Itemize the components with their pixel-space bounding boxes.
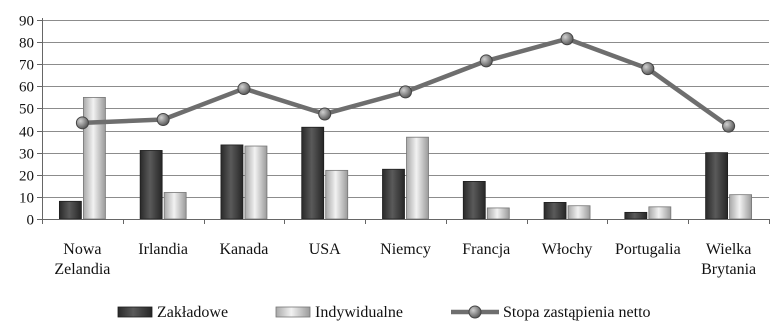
legend-label: Zakładowe	[157, 304, 228, 321]
legend-label: Stopa zastąpienia netto	[503, 304, 651, 321]
bar-zakladowe	[139, 150, 163, 220]
x-axis-labels: Nowa Zelandia Irlandia Kanada USA Niemcy Franc…	[54, 241, 756, 278]
bar-zakladowe	[58, 200, 82, 220]
legend-swatch	[275, 306, 311, 318]
legend-swatch	[117, 306, 153, 318]
bar-indywidualne	[244, 145, 268, 220]
y-tick-label: 50	[19, 102, 34, 118]
line-marker	[318, 107, 332, 121]
bar-zakladowe	[382, 168, 405, 220]
bar-indywidualne	[163, 192, 187, 220]
line-marker	[75, 116, 89, 130]
line-marker	[399, 85, 412, 99]
category-label: USA	[309, 241, 341, 258]
line-marker	[156, 113, 170, 126]
category-label: Kanada	[220, 241, 269, 258]
legend-marker	[468, 305, 482, 319]
line-marker	[237, 82, 251, 96]
axes	[42, 18, 770, 224]
category-label: Włochy	[542, 241, 593, 258]
bar-indywidualne	[729, 194, 753, 220]
y-tick-label: 20	[19, 169, 34, 185]
bar-indywidualne	[567, 205, 591, 220]
line-stopa-zastapienia	[82, 36, 730, 128]
category-label: Francja	[462, 241, 510, 258]
bars	[58, 96, 753, 220]
line-series	[75, 32, 736, 133]
bar-indywidualne	[406, 136, 429, 220]
bar-zakladowe	[220, 144, 244, 220]
bar-zakladowe	[543, 202, 567, 220]
category-label: Nowa Zelandia	[54, 241, 110, 278]
y-axis-ticks: 0 10 20 30 40 50 60 70 80 90	[19, 14, 42, 229]
category-label: Irlandia	[138, 241, 188, 258]
legend: Zakładowe Indywidualne Stopa zastąpienia n…	[117, 304, 651, 321]
category-label: Wielka Brytania	[701, 241, 756, 278]
y-tick-label: 80	[19, 36, 34, 52]
bar-zakladowe	[705, 152, 729, 220]
line-marker	[722, 119, 736, 133]
line-marker	[641, 62, 655, 76]
bar-zakladowe	[301, 126, 325, 220]
y-tick-label: 0	[27, 213, 35, 229]
category-label: Portugalia	[615, 241, 681, 258]
y-tick-label: 90	[19, 14, 34, 30]
bar-indywidualne	[648, 206, 672, 220]
category-label: Niemcy	[380, 241, 431, 258]
bar-indywidualne	[325, 169, 349, 220]
line-marker	[560, 32, 574, 46]
bar-indywidualne	[486, 207, 510, 220]
y-tick-label: 10	[19, 191, 34, 207]
y-tick-label: 30	[19, 147, 34, 163]
y-tick-label: 60	[19, 80, 34, 96]
bar-zakladowe	[462, 181, 486, 220]
line-marker	[479, 54, 493, 68]
bar-indywidualne	[82, 96, 106, 220]
legend-label: Indywidualne	[315, 304, 403, 321]
y-tick-label: 70	[19, 58, 34, 74]
bar-zakladowe	[624, 211, 648, 220]
y-tick-label: 40	[19, 125, 34, 141]
